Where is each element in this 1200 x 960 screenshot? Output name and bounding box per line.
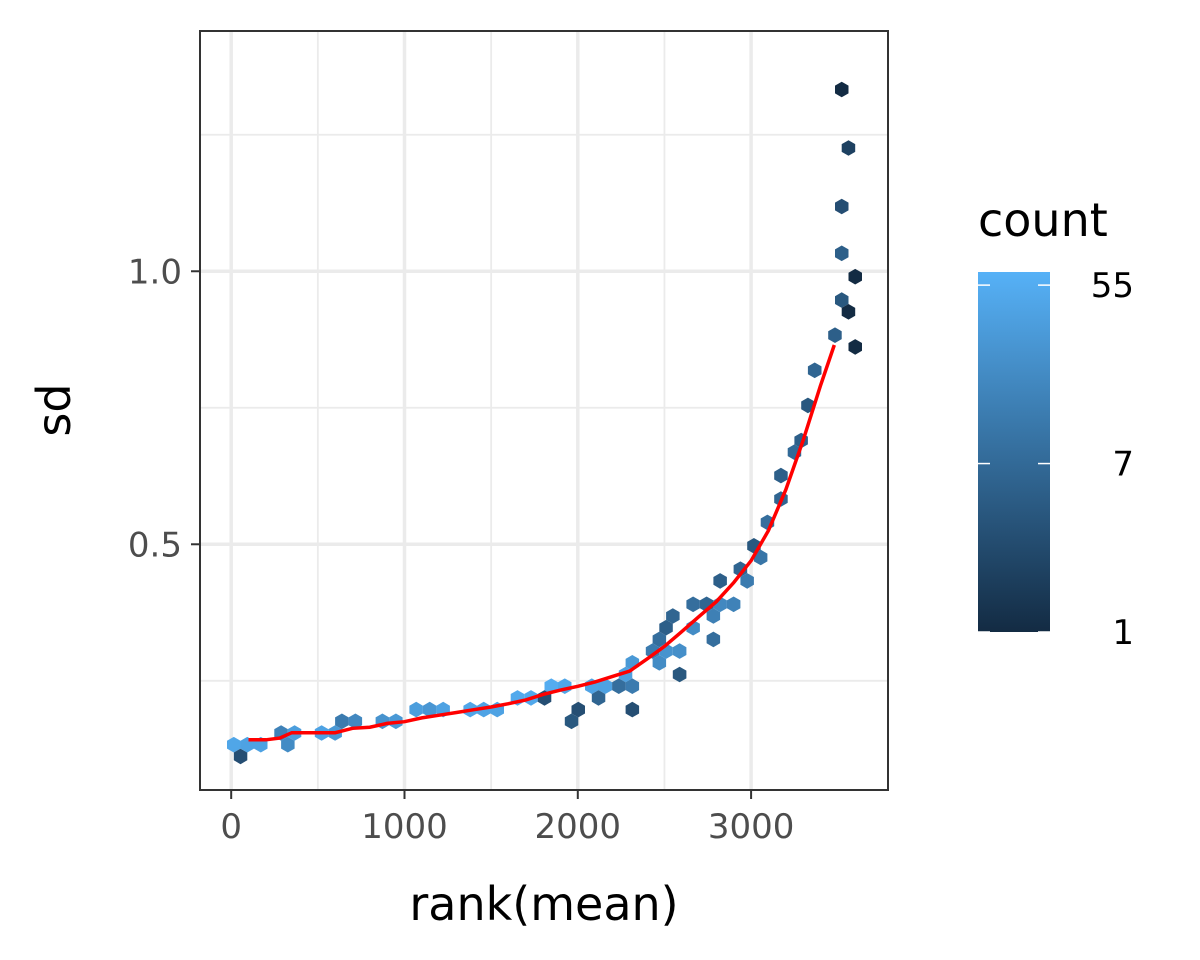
hexbin-cell	[835, 292, 849, 308]
hexbin-cell	[335, 713, 349, 730]
hexbin-cell	[774, 467, 788, 484]
x-axis-title: rank(mean)	[409, 877, 678, 931]
legend-tick-label: 7	[1112, 445, 1134, 485]
legend-colorbar	[978, 272, 1050, 632]
hexbin-cell	[227, 736, 241, 753]
hexbin-cell	[726, 596, 741, 613]
hexbin-cell	[659, 619, 673, 636]
x-tick-label: 3000	[708, 807, 795, 847]
hexbin-cell	[848, 268, 862, 285]
hexbin-cell	[645, 643, 660, 659]
hexbin-cell	[571, 701, 585, 718]
hexbin-cell	[672, 643, 687, 659]
x-tick-label: 1000	[361, 807, 448, 847]
plot-panel	[200, 31, 888, 790]
plot-border	[199, 30, 889, 791]
hexbin-cell	[281, 736, 295, 753]
hexbin-cell	[409, 701, 423, 718]
trend-line	[248, 344, 836, 742]
legend-tick-label: 1	[1112, 613, 1134, 653]
hexbin-cell	[591, 690, 606, 706]
hexbin-cell	[706, 631, 721, 648]
hexbin-cell	[753, 549, 768, 566]
hexbin-cell	[835, 245, 849, 262]
legend-tick-label: 55	[1091, 266, 1134, 306]
hexbin-cell	[686, 596, 700, 613]
hexbin-cell	[625, 678, 640, 694]
hexbin-cell	[612, 678, 626, 694]
hexbin-cell	[848, 339, 862, 355]
hexbin-cell	[841, 140, 856, 156]
hexbin-cell	[652, 655, 667, 671]
major-gridlines	[200, 31, 888, 790]
hexbin-cell	[233, 748, 248, 765]
hexbin-cell	[740, 573, 754, 589]
x-tick-label: 0	[220, 807, 242, 847]
hexbin-cell	[666, 608, 680, 624]
hexbin-cell	[807, 362, 822, 379]
y-axis: 0.5 1.0	[128, 252, 200, 565]
hexbin-cell	[422, 701, 437, 718]
y-tick-label: 1.0	[128, 252, 182, 292]
hexbin-cell	[713, 573, 727, 589]
hexbin-cell	[828, 327, 842, 343]
y-tick-label: 0.5	[128, 525, 182, 565]
hexbin-cell	[564, 713, 579, 730]
hexbin-cell	[841, 304, 856, 320]
hexbin-cell	[652, 631, 667, 648]
hexbin-cell	[733, 561, 748, 577]
x-axis: 0 1000 2000 3000	[220, 790, 794, 847]
hexbin-cell	[348, 713, 363, 730]
hexbin-cell	[835, 198, 849, 215]
hexbin-cell	[706, 608, 721, 624]
hexbin-cell	[672, 666, 687, 683]
minor-gridlines	[200, 31, 888, 790]
hexbin-cell	[835, 81, 849, 98]
x-tick-label: 2000	[535, 807, 622, 847]
hexbin-cell	[598, 678, 613, 694]
hexbin-cell	[625, 701, 640, 718]
y-axis-title: sd	[27, 383, 81, 436]
legend-title: count	[978, 193, 1108, 247]
